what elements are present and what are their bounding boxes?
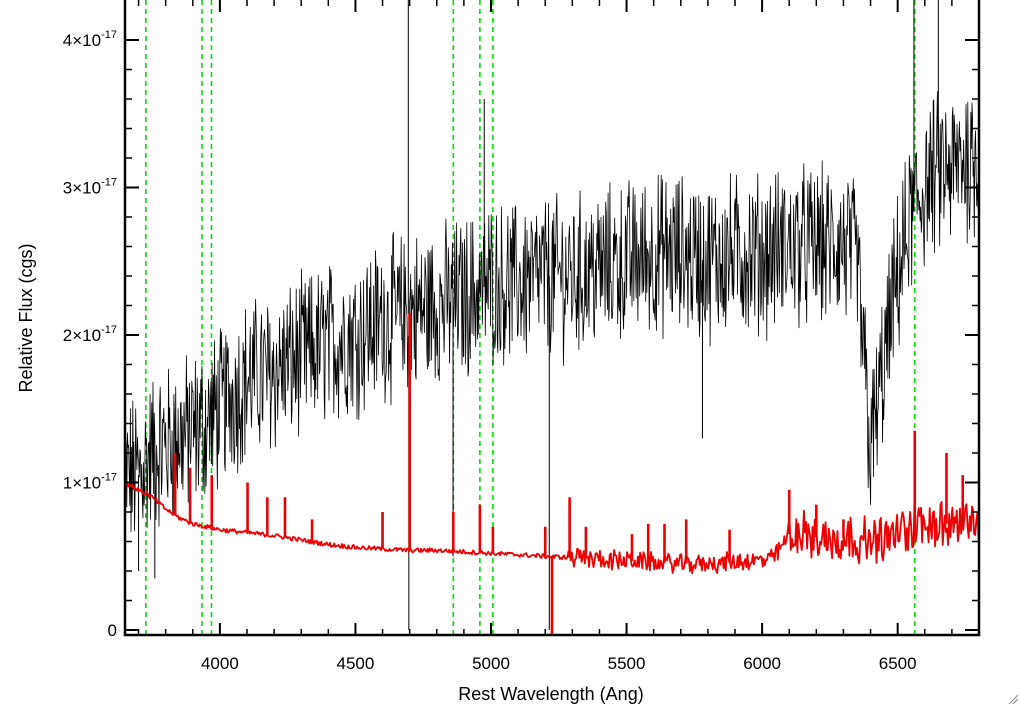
x-tick-label: 4500 [337,654,375,673]
x-tick-label: 5000 [472,654,510,673]
x-tick-label: 4000 [201,654,239,673]
series-line-0 [124,91,979,533]
y-tick-label: 0 [108,621,117,640]
series-1 [125,312,980,635]
series-layer [124,0,980,635]
resize-grip-icon[interactable] [1008,694,1019,705]
x-tick-label: 5500 [608,654,646,673]
x-tick-label: 6000 [743,654,781,673]
y-axis-title: Relative Flux (cgs) [16,243,36,392]
x-axis-title: Rest Wavelength (Ang) [458,684,643,704]
axes [123,0,981,637]
x-tick-label: 6500 [879,654,917,673]
plot-frame [123,0,981,637]
